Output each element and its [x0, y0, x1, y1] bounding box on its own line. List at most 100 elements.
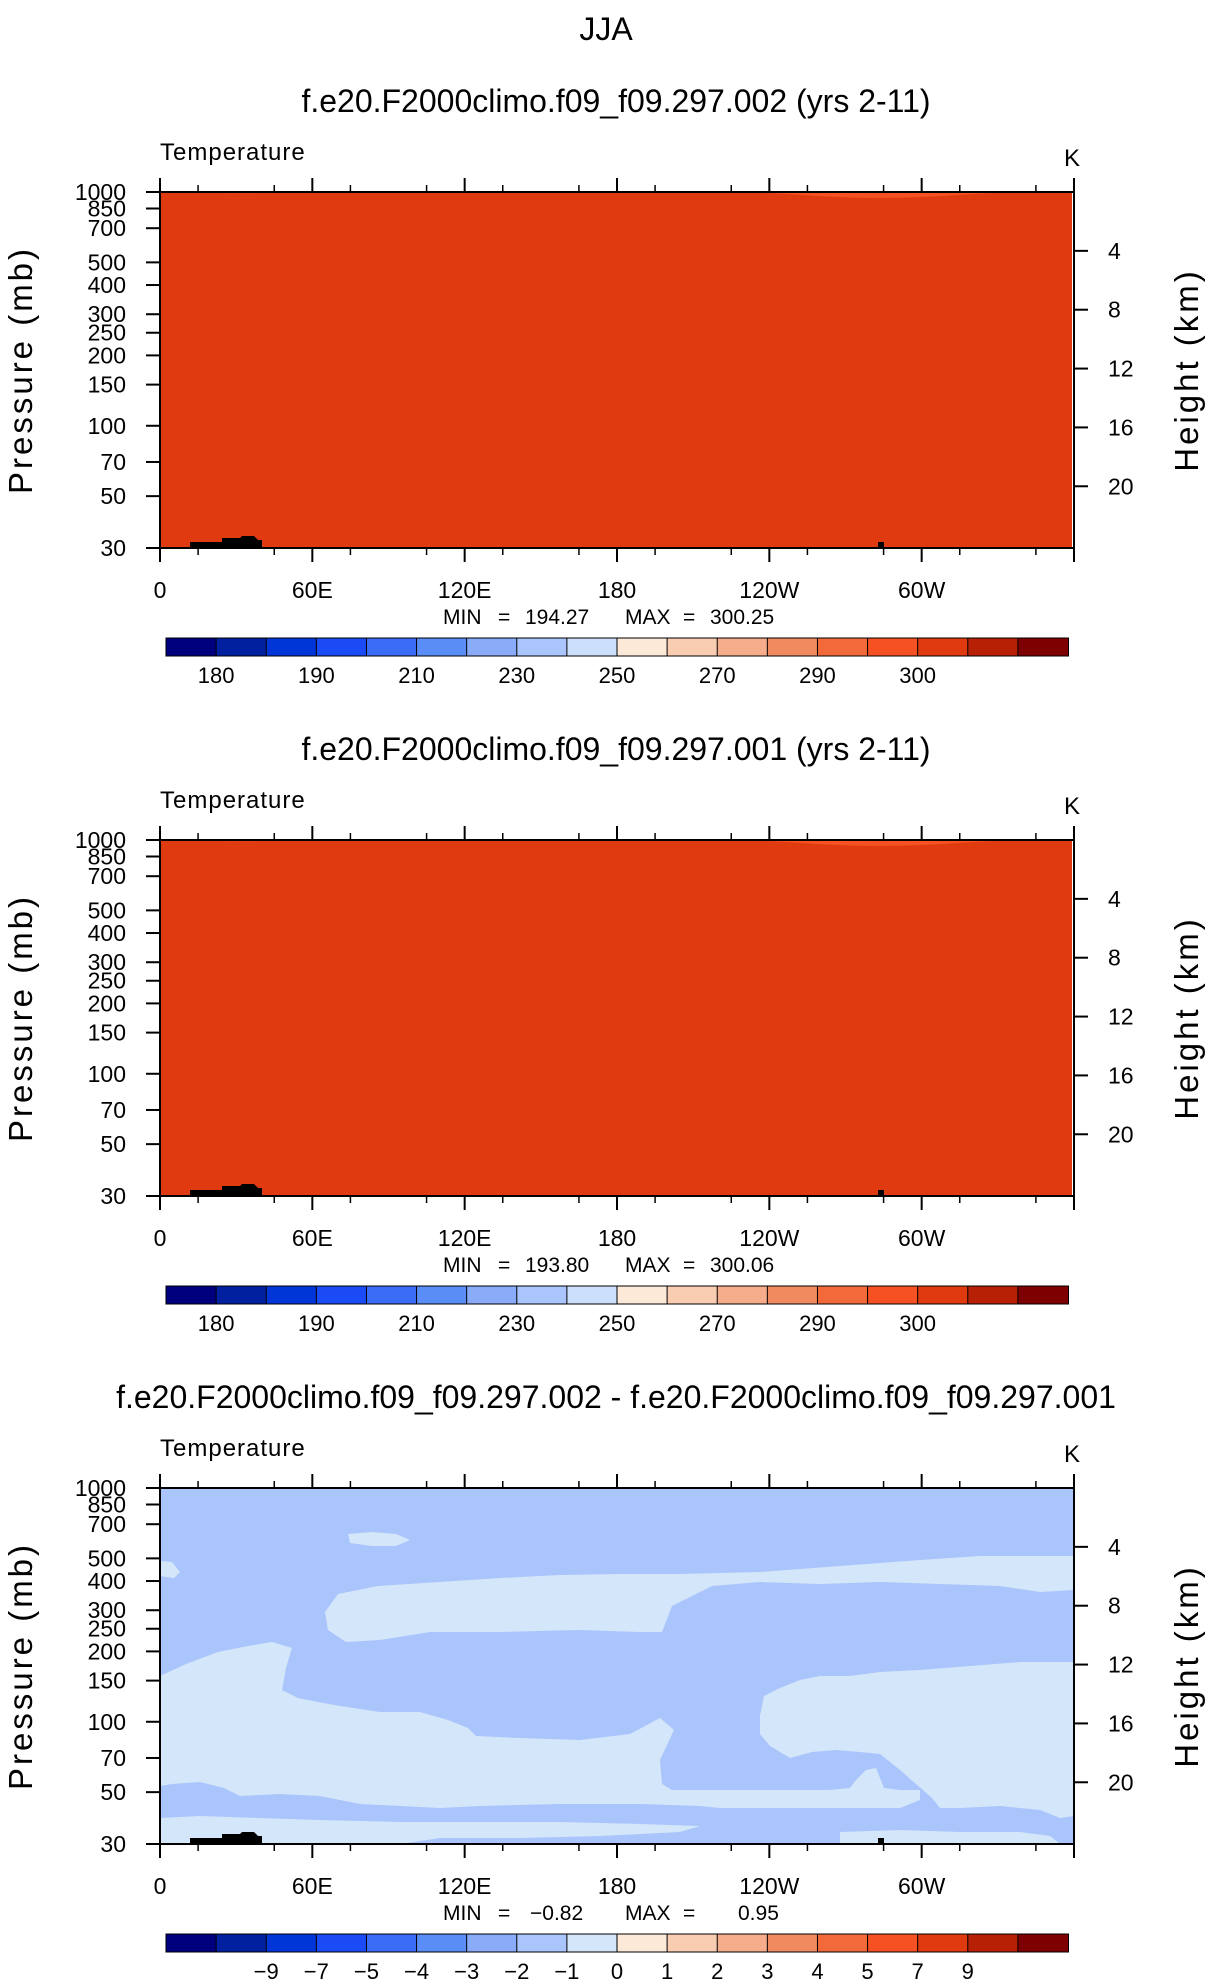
colorbar-label: 230 — [498, 1311, 535, 1336]
y-right-tick-label: 12 — [1108, 1004, 1134, 1030]
min-max: MIN = 194.27 MAX = 300.25 — [443, 606, 774, 629]
topography — [878, 1838, 884, 1844]
contour-field — [160, 192, 1072, 548]
colorbar-box — [265, 1933, 318, 1953]
x-tick-label: 0 — [154, 1873, 167, 1899]
y-right-tick-label: 16 — [1108, 1062, 1134, 1088]
positive-region — [760, 1662, 1074, 1818]
x-tick-label: 60W — [898, 1225, 946, 1251]
colorbar-box — [716, 1933, 769, 1953]
figure-title: JJA — [579, 11, 633, 47]
y-tick-label: 1000 — [75, 179, 126, 205]
colorbar-box — [215, 1933, 268, 1953]
colorbar-box — [466, 1285, 518, 1305]
y-tick-label: 70 — [100, 1745, 126, 1771]
min-max: MIN = 193.80 MAX = 300.06 — [443, 1254, 774, 1277]
y-axis-right: 20 16 12 8 4 — [1074, 1534, 1134, 1795]
colorbar-box — [766, 637, 819, 657]
x-tick-label: 120E — [438, 1225, 492, 1251]
max-value: 300.06 — [710, 1254, 774, 1277]
min-equals: = — [498, 606, 510, 629]
variable-label: Temperature — [160, 139, 306, 166]
y-tick-label: 700 — [88, 863, 126, 889]
y-tick-label: 400 — [88, 1568, 126, 1594]
min-value: 193.80 — [525, 1254, 589, 1277]
colorbar-box — [566, 1933, 619, 1953]
colorbar-label: 4 — [811, 1959, 823, 1984]
colorbar-box — [315, 1933, 368, 1953]
variable-label: Temperature — [160, 1435, 306, 1462]
y-tick-label: 850 — [88, 195, 126, 221]
positive-regions — [160, 1532, 1074, 1844]
y-tick-label: 300 — [88, 1597, 126, 1623]
colorbar-label: 270 — [699, 663, 736, 688]
y-tick-label: 150 — [88, 372, 126, 398]
topography — [878, 1190, 884, 1196]
positive-region — [348, 1532, 410, 1546]
y-tick-label: 700 — [88, 215, 126, 241]
colorbar-box — [867, 1933, 919, 1953]
colorbar-box — [716, 637, 769, 657]
y-tick-label: 30 — [100, 1831, 126, 1857]
y-right-tick-label: 16 — [1108, 414, 1134, 440]
colorbar-label: 7 — [912, 1959, 924, 1984]
x-tick-label: 120E — [438, 577, 492, 603]
colorbar-box — [666, 637, 719, 657]
min-label: MIN — [443, 1254, 482, 1277]
y-right-tick-label: 8 — [1108, 1593, 1121, 1619]
y-right-tick-label: 16 — [1108, 1710, 1134, 1736]
panel-title: f.e20.F2000climo.f09_f09.297.002 - f.e20… — [116, 1379, 1116, 1415]
colorbar-box — [165, 1285, 218, 1305]
positive-region — [160, 1642, 920, 1808]
colorbar-box — [1017, 1285, 1070, 1305]
colorbar-box — [967, 637, 1019, 657]
x-tick-label: 60W — [898, 1873, 946, 1899]
colorbar-box — [867, 637, 919, 657]
colorbar-label: 190 — [298, 1311, 335, 1336]
min-label: MIN — [443, 1902, 482, 1925]
y-right-tick-label: 8 — [1108, 297, 1121, 323]
panel-2: f.e20.F2000climo.f09_f09.297.001 (yrs 2-… — [2, 731, 1205, 1336]
y-tick-label: 250 — [88, 968, 126, 994]
colorbar-box — [416, 637, 468, 657]
colorbar-box — [566, 1285, 619, 1305]
y-axis-right: 20 16 12 8 4 — [1074, 238, 1134, 499]
colorbar-box — [416, 1933, 468, 1953]
colorbar-box — [466, 637, 518, 657]
colorbar-box — [315, 1285, 368, 1305]
y-tick-label: 100 — [88, 413, 126, 439]
x-tick-label: 120W — [739, 577, 799, 603]
colorbar-label: 250 — [599, 663, 636, 688]
max-equals: = — [683, 1902, 695, 1925]
colorbar-box — [215, 1285, 268, 1305]
y-right-tick-label: 20 — [1108, 473, 1134, 499]
colorbar-label: 1 — [661, 1959, 673, 1984]
y-tick-label: 400 — [88, 272, 126, 298]
colorbar-box — [365, 1285, 418, 1305]
min-value: −0.82 — [530, 1902, 583, 1925]
colorbar-box — [365, 1933, 418, 1953]
colorbar-label: 180 — [198, 1311, 235, 1336]
y-tick-label: 300 — [88, 301, 126, 327]
y-axis-title: Pressure (mb) — [2, 246, 39, 494]
panel-title: f.e20.F2000climo.f09_f09.297.002 (yrs 2-… — [301, 83, 930, 119]
y-tick-label: 250 — [88, 1616, 126, 1642]
colorbar-box — [1017, 637, 1070, 657]
y-tick-label: 1000 — [75, 1475, 126, 1501]
colorbar-label: 9 — [962, 1959, 974, 1984]
colorbar-label: 300 — [899, 1311, 936, 1336]
colorbar: −9 −7 −5 −4 −3 −2 −1 0 1 2 3 4 5 7 9 — [165, 1933, 1070, 1984]
panel-1: f.e20.F2000climo.f09_f09.297.002 (yrs 2-… — [2, 83, 1205, 688]
y-tick-label: 1000 — [75, 827, 126, 853]
colorbar-box — [1017, 1933, 1070, 1953]
positive-region — [160, 1561, 180, 1578]
colorbar-label: 190 — [298, 663, 335, 688]
y-right-tick-label: 4 — [1108, 238, 1121, 264]
colorbar-label: −3 — [454, 1959, 479, 1984]
colorbar-label: −4 — [404, 1959, 429, 1984]
y-tick-label: 150 — [88, 1020, 126, 1046]
y-tick-label: 70 — [100, 449, 126, 475]
colorbar-box — [566, 637, 619, 657]
